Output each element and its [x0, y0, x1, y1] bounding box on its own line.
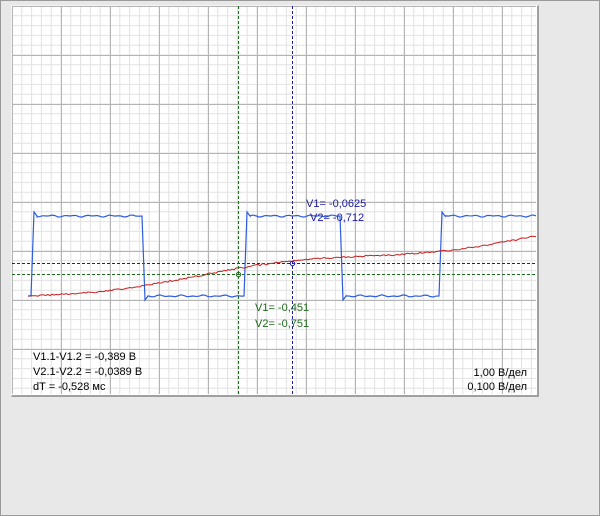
delta-t-readout: dT = -0,528 мс [33, 381, 105, 394]
green-cursor-v2-readout: V2= -0,751 [255, 318, 309, 331]
delta-v2-readout: V2.1-V2.2 = -0,0389 В [33, 366, 142, 379]
oscilloscope-display[interactable]: V1= -0,0625 V2= -0,712 V1= -0,451 V2= -0… [11, 5, 539, 397]
ch2-scale-readout: 0,100 В/дел [467, 381, 527, 394]
delta-v1-readout: V1.1-V1.2 = -0,389 В [33, 351, 136, 364]
scope-plot[interactable] [12, 6, 536, 394]
blue-cursor-v1-readout: V1= -0,0625 [306, 198, 366, 211]
ch1-scale-readout: 1,00 В/дел [474, 367, 527, 380]
ch2-ramp-trace [28, 236, 536, 296]
ch1-square-wave-trace [28, 212, 536, 300]
green-cursor-v1-readout: V1= -0,451 [255, 302, 309, 315]
blue-cursor-v2-readout: V2= -0,712 [310, 212, 364, 225]
